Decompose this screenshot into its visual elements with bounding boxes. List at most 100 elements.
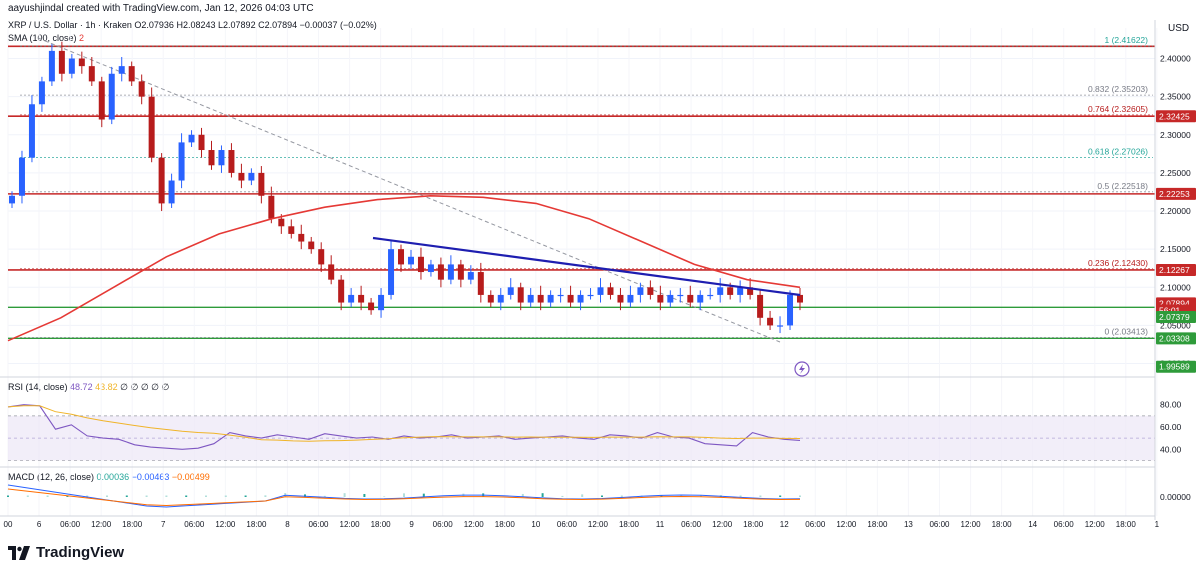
ohlc-open: O2.07936: [134, 20, 174, 30]
x-tick-label: 12:00: [588, 520, 609, 529]
x-tick-label: 18:00: [495, 520, 516, 529]
macd-histogram-bar: [561, 495, 564, 497]
candle-body: [28, 104, 35, 158]
candle-body: [627, 294, 634, 303]
candle-body: [128, 66, 135, 82]
x-tick-label: 18:00: [867, 520, 888, 529]
x-tick-label: 06:00: [433, 520, 454, 529]
macd-histogram-bar: [403, 493, 405, 497]
macd-histogram-bar: [521, 493, 524, 497]
candle-body: [58, 50, 65, 74]
candle-body: [258, 172, 265, 196]
x-tick-label: 11: [656, 520, 665, 529]
price-tag-label: 2.07894: [1159, 298, 1190, 308]
candle-body: [537, 294, 544, 303]
sma-label: SMA (100, close): [8, 33, 77, 43]
symbol-legend: XRP / U.S. Dollar · 1h · Kraken O2.07936…: [8, 20, 377, 30]
rsi-legend: RSI (14, close) 48.72 43.82 ∅ ∅ ∅ ∅ ∅: [8, 382, 169, 393]
x-tick-label: 06:00: [929, 520, 950, 529]
x-tick-label: 12: [780, 520, 789, 529]
y-tick-label: 2.05000: [1160, 320, 1191, 330]
candle-body: [338, 279, 345, 303]
ohlc-change: −0.00037 (−0.02%): [299, 20, 377, 30]
lightning-icon[interactable]: [794, 361, 810, 377]
candle-body: [457, 264, 464, 280]
x-tick-label: 18:00: [743, 520, 764, 529]
x-tick-label: 06:00: [184, 520, 205, 529]
macd-histogram-bar: [264, 495, 267, 497]
x-tick-label: 12:00: [836, 520, 857, 529]
candle-body: [677, 294, 684, 297]
macd-signal-line: [7, 488, 801, 507]
price-tag: [1156, 311, 1196, 324]
price-chart[interactable]: 80.00 60.00 40.00 1 (2.41622) 0.832 (2.3520…: [0, 0, 1200, 540]
candle-body: [527, 294, 534, 303]
price-tag: [1156, 360, 1196, 373]
rsi-ma-line: [7, 405, 801, 442]
candle-body: [577, 294, 584, 303]
rsi-value: 48.72: [70, 382, 93, 392]
ohlc-high: H2.08243: [176, 20, 216, 30]
candle-body: [268, 195, 275, 219]
fib-level-label: 0.236 (2.12430): [1088, 258, 1148, 268]
candle-body: [358, 294, 365, 303]
candle-body: [298, 233, 305, 242]
candle-body: [318, 249, 325, 265]
candle-body: [547, 294, 554, 303]
price-tag-label: 2.03308: [1159, 333, 1190, 343]
candle-body: [168, 180, 175, 204]
y-tick-label: 2.15000: [1160, 244, 1191, 254]
macd-histogram-bar: [304, 494, 306, 497]
x-tick-label: 06:00: [805, 520, 826, 529]
candle-body: [647, 287, 654, 295]
macd-histogram-bar: [125, 495, 128, 497]
price-tag: [1156, 332, 1196, 345]
candle-body: [567, 294, 574, 303]
candle-body: [467, 272, 474, 280]
x-tick-label: 06:00: [60, 520, 81, 529]
candle-body: [18, 157, 25, 196]
x-tick-label: 18:00: [371, 520, 392, 529]
macd-line: [7, 484, 801, 508]
macd-histogram-bar: [323, 495, 326, 497]
sma-legend: SMA (100, close) 2: [8, 33, 84, 43]
candle-body: [687, 294, 694, 303]
x-tick-label: 00: [4, 520, 13, 529]
price-tag-label: 2.22253: [1159, 189, 1190, 199]
candle-body: [767, 317, 774, 326]
candle-body: [178, 142, 185, 181]
candle-body: [378, 294, 385, 311]
macd-histogram-bar: [106, 495, 108, 497]
macd-histogram-bar: [86, 495, 89, 497]
candle-body: [747, 287, 754, 295]
candle-body: [617, 294, 624, 303]
macd-histogram-bar: [205, 495, 207, 497]
x-tick-label: 13: [904, 520, 913, 529]
x-tick-label: 06:00: [681, 520, 702, 529]
candle-body: [597, 287, 604, 295]
candle-body: [427, 264, 434, 273]
candle-body: [188, 134, 195, 143]
candle-body: [9, 195, 15, 204]
candle-body: [398, 249, 405, 265]
macd-label: MACD (12, 26, close): [8, 472, 95, 482]
macd-tick-label: 0.00000: [1160, 492, 1191, 502]
candle-body: [228, 150, 235, 173]
candle-body: [68, 58, 75, 74]
macd-histogram-bar: [383, 496, 386, 497]
rsi-line: [7, 404, 801, 450]
dashed-trend-line: [37, 37, 781, 343]
macd-histogram-bar: [601, 495, 603, 497]
rsi-ma-value: 43.82: [95, 382, 118, 392]
x-tick-label: 12:00: [712, 520, 733, 529]
x-tick-label: 12:00: [215, 520, 236, 529]
x-tick-label: 18:00: [992, 520, 1013, 529]
macd-hist-value: 0.00036: [96, 472, 130, 482]
candle-body: [388, 249, 395, 295]
candle-body: [757, 294, 764, 318]
candle-body: [38, 81, 45, 105]
candle-body: [407, 256, 414, 265]
price-tag-label: 2.32425: [1159, 111, 1190, 121]
tradingview-logo[interactable]: TradingView: [8, 544, 124, 561]
candle-body: [288, 226, 295, 234]
